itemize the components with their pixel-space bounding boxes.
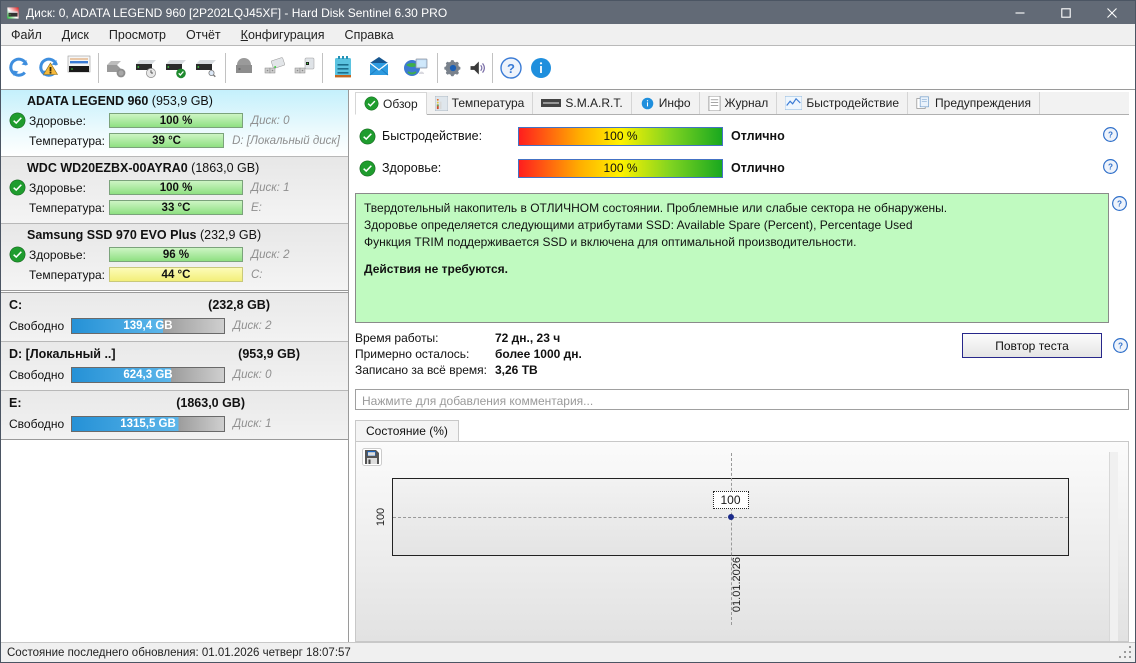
svg-text:?: ? <box>1117 199 1122 208</box>
svg-text:?: ? <box>1108 162 1113 171</box>
svg-text:?: ? <box>1118 341 1123 350</box>
svg-text:?: ? <box>507 61 515 76</box>
svg-text:?: ? <box>1108 130 1113 139</box>
